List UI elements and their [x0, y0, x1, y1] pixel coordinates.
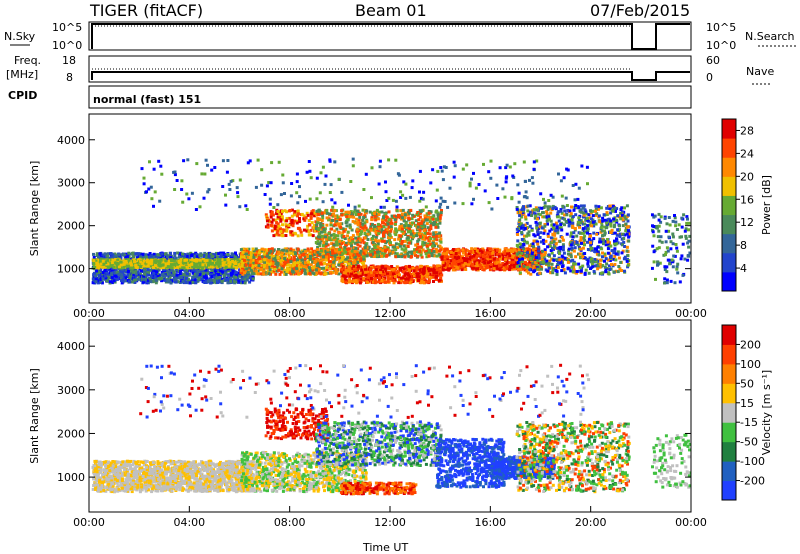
- nsky-tick-top: 10^5: [52, 21, 82, 34]
- nsky-tick-bottom: 10^0: [52, 39, 82, 52]
- velocity-panel: 1000 2000 3000 4000 00:00 04:00 08:00 12:00 16:0…: [28, 319, 773, 529]
- x-tick-label-4: 16:00: [474, 307, 506, 320]
- freq-strip: Freq. [MHz] 18 8 60 0 Nave: [6, 54, 774, 85]
- freq-unit: [MHz]: [6, 68, 38, 81]
- x-tick-label-4: 16:00: [474, 516, 506, 529]
- x-tick-label-5: 20:00: [575, 516, 607, 529]
- x-tick-label-3: 12:00: [374, 516, 406, 529]
- nsearch-tick-bottom: 10^0: [706, 39, 736, 52]
- nsky-label: N.Sky: [4, 30, 36, 43]
- x-tick-label-1: 04:00: [173, 516, 205, 529]
- x-tick-label-5: 20:00: [575, 307, 607, 320]
- cpid-value: normal (fast) 151: [93, 93, 201, 106]
- colorbar-swatch-3: [722, 422, 736, 443]
- colorbar-tick-label-0: 4: [740, 262, 747, 275]
- colorbar-swatch-6: [722, 157, 736, 177]
- x-tick-label-6: 00:00: [675, 307, 707, 320]
- station-title: TIGER (fitACF): [89, 1, 203, 20]
- x-axis-label: Time UT: [362, 541, 408, 554]
- x-tick-label-0: 00:00: [73, 516, 105, 529]
- colorbar-swatch-1: [722, 461, 736, 482]
- data-gap-0: [630, 320, 651, 512]
- freq-label: Freq.: [14, 54, 41, 67]
- x-tick-label-6: 00:00: [675, 516, 707, 529]
- y-axis-label: Slant Range [km]: [28, 368, 41, 464]
- cpid-strip: [88, 85, 692, 109]
- colorbar-swatch-2: [722, 441, 736, 462]
- date-title: 07/Feb/2015: [590, 1, 690, 20]
- colorbar-swatch-8: [722, 325, 736, 345]
- colorbar-swatch-7: [722, 344, 736, 365]
- x-tick-label-3: 12:00: [374, 307, 406, 320]
- colorbar-swatch-2: [722, 233, 736, 254]
- colorbar-swatch-7: [722, 138, 736, 158]
- power-panel: 1000 2000 3000 4000 00:00 04:00 08:00 12:00 16:0…: [28, 113, 773, 320]
- colorbar-tick-label-6: 28: [740, 124, 754, 137]
- colorbar-tick-label-5: -50: [740, 436, 758, 449]
- colorbar-tick-label-4: -15: [740, 416, 758, 429]
- nsearch-tick-top: 10^5: [706, 21, 736, 34]
- y-axis-label: Slant Range [km]: [28, 161, 41, 257]
- nave-label: Nave: [746, 65, 774, 78]
- colorbar-tick-label-3: 15: [740, 397, 754, 410]
- colorbar-tick-label-5: 24: [740, 147, 754, 160]
- colorbar-swatch-3: [722, 214, 736, 235]
- colorbar-swatch-0: [722, 271, 736, 292]
- colorbar-tick-label-3: 16: [740, 193, 754, 206]
- freq-tick-top: 18: [62, 54, 76, 67]
- colorbar-tick-label-4: 20: [740, 170, 754, 183]
- freq-tick-bottom: 8: [66, 71, 73, 84]
- x-tick-label-1: 04:00: [173, 307, 205, 320]
- x-tick-label-0: 00:00: [73, 307, 105, 320]
- x-tick-label-2: 08:00: [274, 307, 306, 320]
- colorbar-swatch-5: [722, 176, 736, 196]
- y-tick-label-1: 2000: [57, 220, 85, 233]
- y-tick-label-0: 1000: [57, 263, 85, 276]
- y-tick-label-2: 3000: [57, 177, 85, 190]
- colorbar-tick-label-7: -200: [740, 475, 765, 488]
- colorbar-swatch-4: [722, 402, 736, 423]
- colorbar-swatch-6: [722, 363, 736, 384]
- nave-tick-bottom: 0: [706, 71, 713, 84]
- colorbar-frame: [721, 324, 737, 501]
- colorbar-tick-label-1: 100: [740, 358, 761, 371]
- nave-tick-top: 60: [706, 54, 720, 67]
- colorbar-frame: [721, 118, 737, 292]
- colorbar-tick-label-2: 50: [740, 377, 754, 390]
- colorbar-swatch-5: [722, 383, 736, 404]
- colorbar-swatch-1: [722, 252, 736, 273]
- y-tick-label-2: 3000: [57, 384, 85, 397]
- y-tick-label-3: 4000: [57, 134, 85, 147]
- colorbar-swatch-0: [722, 480, 736, 501]
- data-gap-0: [630, 114, 651, 303]
- x-tick-label-2: 08:00: [274, 516, 306, 529]
- colorbar-swatch-4: [722, 195, 736, 216]
- nsearch-label: N.Search: [745, 30, 795, 43]
- y-tick-label-3: 4000: [57, 340, 85, 353]
- y-tick-label-0: 1000: [57, 471, 85, 484]
- nsky-strip: N.Sky 10^5 10^0 10^5 10^0 N.Search: [4, 21, 796, 52]
- y-tick-label-1: 2000: [57, 427, 85, 440]
- colorbar-tick-label-2: 12: [740, 216, 754, 229]
- colorbar-tick-label-6: -100: [740, 455, 765, 468]
- beam-title: Beam 01: [355, 1, 427, 20]
- cpid-label: CPID: [8, 89, 37, 102]
- colorbar-label: Velocity [m s⁻¹]: [760, 370, 773, 455]
- colorbar-label: Power [dB]: [760, 175, 773, 235]
- colorbar-swatch-8: [722, 119, 736, 139]
- colorbar-tick-label-0: 200: [740, 338, 761, 351]
- colorbar-tick-label-1: 8: [740, 239, 747, 252]
